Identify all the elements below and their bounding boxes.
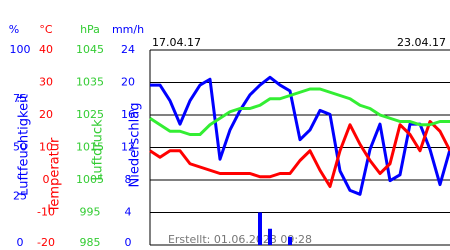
end-date: 23.04.17 xyxy=(397,36,446,49)
unit-label: hPa xyxy=(80,23,100,36)
unit-label: °C xyxy=(39,23,53,36)
tick-label: 1045 xyxy=(76,43,104,56)
tick-label: 1005 xyxy=(76,173,104,186)
axis-title: Niederschlag xyxy=(128,103,143,188)
tick-label: 40 xyxy=(39,43,53,56)
series-line xyxy=(150,75,450,196)
tick-label: 4 xyxy=(125,206,132,219)
tick-label: -10 xyxy=(37,206,55,219)
tick-label: 75 xyxy=(13,92,27,105)
precip-bar xyxy=(268,228,272,245)
tick-label: 25 xyxy=(13,189,27,202)
tick-label: 50 xyxy=(13,141,27,154)
series-line xyxy=(149,87,450,136)
tick-label: 8 xyxy=(125,173,132,186)
tick-label: -20 xyxy=(37,236,55,249)
precip-bar xyxy=(288,236,292,245)
footer: Erstellt: 01.06.2023 09:28 xyxy=(168,233,312,246)
axis-title: Luftfeuchtigkeit xyxy=(17,94,32,196)
tick-label: 1015 xyxy=(76,141,104,154)
tick-label: 10 xyxy=(39,141,53,154)
series-line xyxy=(149,120,450,188)
start-date: 17.04.17 xyxy=(152,36,201,49)
tick-label: 995 xyxy=(80,206,101,219)
tick-label: 20 xyxy=(121,76,135,89)
tick-label: 24 xyxy=(121,43,135,56)
tick-label: 0 xyxy=(17,236,24,249)
tick-label: 20 xyxy=(39,108,53,121)
tick-label: 12 xyxy=(121,141,135,154)
precip-bar xyxy=(258,212,262,245)
tick-label: 1035 xyxy=(76,76,104,89)
axis-title: Luftdruck xyxy=(91,119,106,181)
tick-label: 985 xyxy=(80,236,101,249)
unit-label: % xyxy=(9,23,19,36)
axis-title: Temperatur xyxy=(48,137,63,213)
tick-label: 1025 xyxy=(76,108,104,121)
tick-label: 100 xyxy=(10,43,31,56)
tick-label: 0 xyxy=(43,173,50,186)
unit-label: mm/h xyxy=(112,23,144,36)
tick-label: 0 xyxy=(125,236,132,249)
tick-label: 16 xyxy=(121,108,135,121)
tick-label: 30 xyxy=(39,76,53,89)
